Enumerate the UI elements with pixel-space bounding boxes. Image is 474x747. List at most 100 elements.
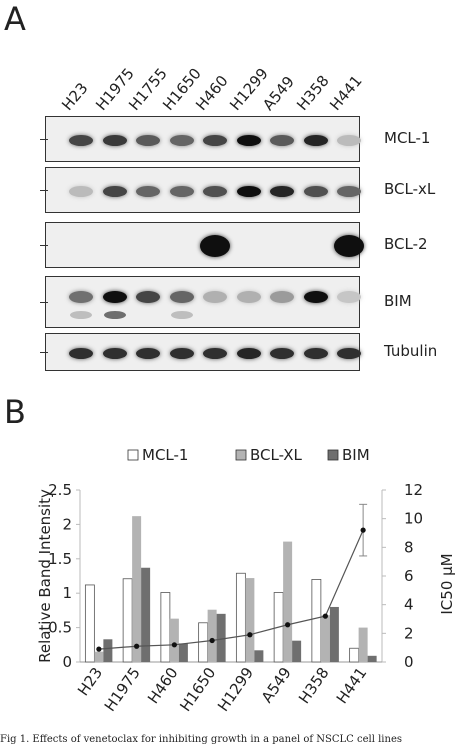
x-tick-label: H1650 xyxy=(176,664,219,715)
band xyxy=(303,347,328,359)
ic50-point xyxy=(322,613,328,619)
legend-label: MCL-1 xyxy=(142,446,188,464)
y2-tick-label: 6 xyxy=(404,567,414,585)
band xyxy=(337,134,361,146)
bar xyxy=(245,578,255,662)
band xyxy=(236,291,261,303)
ic50-point xyxy=(134,643,140,649)
bar xyxy=(292,640,302,662)
blot-bcl-xl xyxy=(45,167,361,213)
x-tick-label: H441 xyxy=(333,664,371,707)
bar xyxy=(94,651,104,662)
band xyxy=(203,134,227,146)
y2-tick-label: 2 xyxy=(404,624,414,642)
band xyxy=(102,291,127,303)
panel-b-letter: B xyxy=(4,393,26,431)
band xyxy=(69,347,93,359)
band xyxy=(203,185,227,197)
y-tick-label: 1 xyxy=(62,584,72,602)
band xyxy=(337,185,361,197)
band xyxy=(303,185,328,197)
band xyxy=(236,134,261,146)
y-tick-label: 0 xyxy=(62,653,72,671)
band xyxy=(203,291,227,303)
legend-label: BCL-XL xyxy=(250,446,303,464)
band xyxy=(270,185,294,197)
bar xyxy=(169,618,179,662)
ic50-point xyxy=(285,622,291,628)
band xyxy=(69,291,93,303)
ic50-point xyxy=(171,642,177,648)
band xyxy=(203,347,227,359)
blot-bcl-2 xyxy=(45,222,364,268)
y2-tick-label: 12 xyxy=(404,481,423,499)
band xyxy=(136,291,160,303)
bar xyxy=(216,613,226,662)
lane-label: H441 xyxy=(326,71,366,114)
band xyxy=(236,347,261,359)
band xyxy=(303,291,328,303)
figure-caption: Fig 1. Effects of venetoclax for inhibit… xyxy=(0,734,402,745)
panel-a-letter: A xyxy=(4,0,26,38)
legend-swatch xyxy=(127,449,139,461)
y2-tick-label: 0 xyxy=(404,653,414,671)
x-tick-label: H358 xyxy=(295,664,333,707)
band xyxy=(270,291,294,303)
legend-swatch xyxy=(327,449,339,461)
x-tick-label: H460 xyxy=(144,664,182,707)
bar xyxy=(141,567,151,662)
y-tick-label: 2.5 xyxy=(48,481,72,499)
band-lower xyxy=(103,311,126,319)
band xyxy=(337,347,361,359)
x-tick-label: H1299 xyxy=(214,664,257,715)
marker-tick xyxy=(40,352,48,353)
blot-label: BCL-xL xyxy=(384,180,436,198)
band xyxy=(169,347,194,359)
band xyxy=(334,235,364,257)
bar xyxy=(367,655,377,662)
bar xyxy=(178,643,188,662)
marker-tick xyxy=(40,190,48,191)
band xyxy=(303,134,328,146)
legend-swatch xyxy=(235,449,247,461)
ic50-point xyxy=(247,632,253,638)
band xyxy=(136,185,160,197)
band xyxy=(102,185,127,197)
band-lower xyxy=(70,311,92,319)
blot-label: BCL-2 xyxy=(384,235,428,253)
ic50-point xyxy=(96,646,102,652)
bar xyxy=(311,579,322,663)
bar xyxy=(207,609,217,662)
band xyxy=(136,347,160,359)
band xyxy=(270,347,294,359)
band xyxy=(102,134,127,146)
band xyxy=(337,291,361,303)
x-tick-label: H1975 xyxy=(101,664,144,715)
blot-bim xyxy=(45,276,361,328)
band-intensity-chart: MCL-1 BCL-XL BIM 0 0.5 1 1.5 2 2.5 0 2 4 6 8 10 12 Relat… xyxy=(36,446,456,715)
bar xyxy=(320,615,330,662)
y2-tick-label: 10 xyxy=(404,510,423,528)
marker-tick xyxy=(40,302,48,303)
band xyxy=(200,235,230,257)
bar xyxy=(132,516,142,662)
band xyxy=(136,134,160,146)
lane-label: H23 xyxy=(58,79,92,114)
band xyxy=(102,347,127,359)
bar xyxy=(84,584,95,663)
bar xyxy=(358,627,368,662)
band xyxy=(270,134,294,146)
lane-label: H358 xyxy=(292,71,333,114)
bar xyxy=(349,647,360,663)
legend-label: BIM xyxy=(342,446,370,464)
bar xyxy=(329,606,339,662)
blot-label: MCL-1 xyxy=(384,129,431,147)
y-tick-label: 2 xyxy=(62,515,72,533)
bar xyxy=(160,592,171,663)
band xyxy=(69,185,93,197)
blot-tubulin xyxy=(45,333,361,371)
y-axis-title: Relative Band Intensity xyxy=(36,489,54,663)
ic50-point xyxy=(209,637,215,644)
blot-label: Tubulin xyxy=(384,342,438,360)
band xyxy=(69,134,93,146)
